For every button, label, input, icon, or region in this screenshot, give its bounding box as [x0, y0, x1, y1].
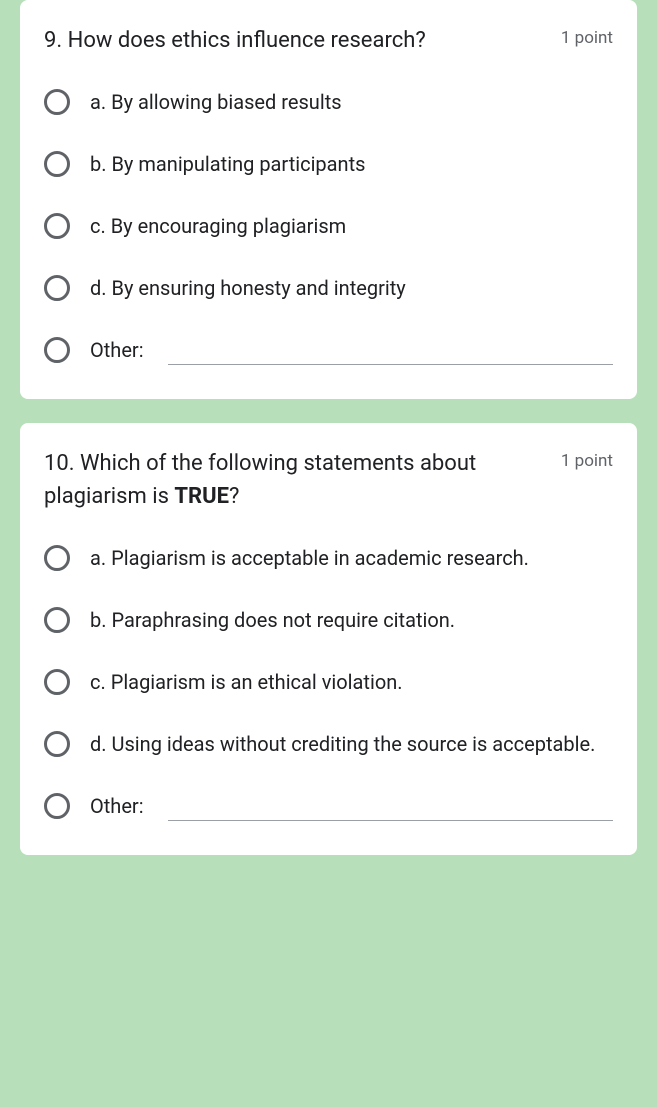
- radio-icon[interactable]: [44, 545, 70, 571]
- question-card-10: 10. Which of the following statements ab…: [20, 423, 637, 855]
- other-label: Other:: [90, 794, 144, 818]
- radio-icon[interactable]: [44, 337, 70, 363]
- option-row[interactable]: b. Paraphrasing does not require citatio…: [44, 603, 613, 637]
- question-header: 10. Which of the following statements ab…: [44, 447, 613, 513]
- question-title: 10. Which of the following statements ab…: [44, 447, 545, 513]
- option-row[interactable]: d. By ensuring honesty and integrity: [44, 271, 613, 305]
- radio-icon[interactable]: [44, 151, 70, 177]
- option-label: b. By manipulating participants: [90, 150, 365, 179]
- question-points: 1 point: [561, 24, 613, 48]
- question-text: How does ethics influence research?: [68, 28, 426, 53]
- question-number: 10.: [44, 451, 75, 476]
- option-label: a. By allowing biased results: [90, 88, 342, 117]
- radio-icon[interactable]: [44, 793, 70, 819]
- radio-icon[interactable]: [44, 89, 70, 115]
- option-row[interactable]: d. Using ideas without crediting the sou…: [44, 727, 613, 761]
- question-number: 9.: [44, 28, 62, 53]
- option-label: b. Paraphrasing does not require citatio…: [90, 606, 455, 635]
- radio-icon[interactable]: [44, 607, 70, 633]
- question-text-tail: ?: [229, 484, 239, 509]
- option-row[interactable]: a. By allowing biased results: [44, 85, 613, 119]
- option-label: c. Plagiarism is an ethical violation.: [90, 668, 403, 697]
- other-label: Other:: [90, 338, 144, 362]
- option-row[interactable]: c. Plagiarism is an ethical violation.: [44, 665, 613, 699]
- option-other-row[interactable]: Other:: [44, 789, 613, 823]
- option-label: d. By ensuring honesty and integrity: [90, 274, 406, 303]
- option-row[interactable]: a. Plagiarism is acceptable in academic …: [44, 541, 613, 575]
- question-card-9: 9. How does ethics influence research? 1…: [20, 0, 637, 399]
- other-input[interactable]: [168, 791, 613, 821]
- option-row[interactable]: c. By encouraging plagiarism: [44, 209, 613, 243]
- question-title: 9. How does ethics influence research?: [44, 24, 545, 57]
- option-label: c. By encouraging plagiarism: [90, 212, 346, 241]
- other-input[interactable]: [168, 335, 613, 365]
- question-points: 1 point: [561, 447, 613, 471]
- radio-icon[interactable]: [44, 731, 70, 757]
- option-other-row[interactable]: Other:: [44, 333, 613, 367]
- option-label: d. Using ideas without crediting the sou…: [90, 730, 595, 759]
- question-text-bold: TRUE: [174, 484, 229, 509]
- question-text: Which of the following statements about …: [44, 451, 476, 509]
- radio-icon[interactable]: [44, 275, 70, 301]
- option-label: a. Plagiarism is acceptable in academic …: [90, 544, 529, 573]
- radio-icon[interactable]: [44, 213, 70, 239]
- question-header: 9. How does ethics influence research? 1…: [44, 24, 613, 57]
- option-row[interactable]: b. By manipulating participants: [44, 147, 613, 181]
- radio-icon[interactable]: [44, 669, 70, 695]
